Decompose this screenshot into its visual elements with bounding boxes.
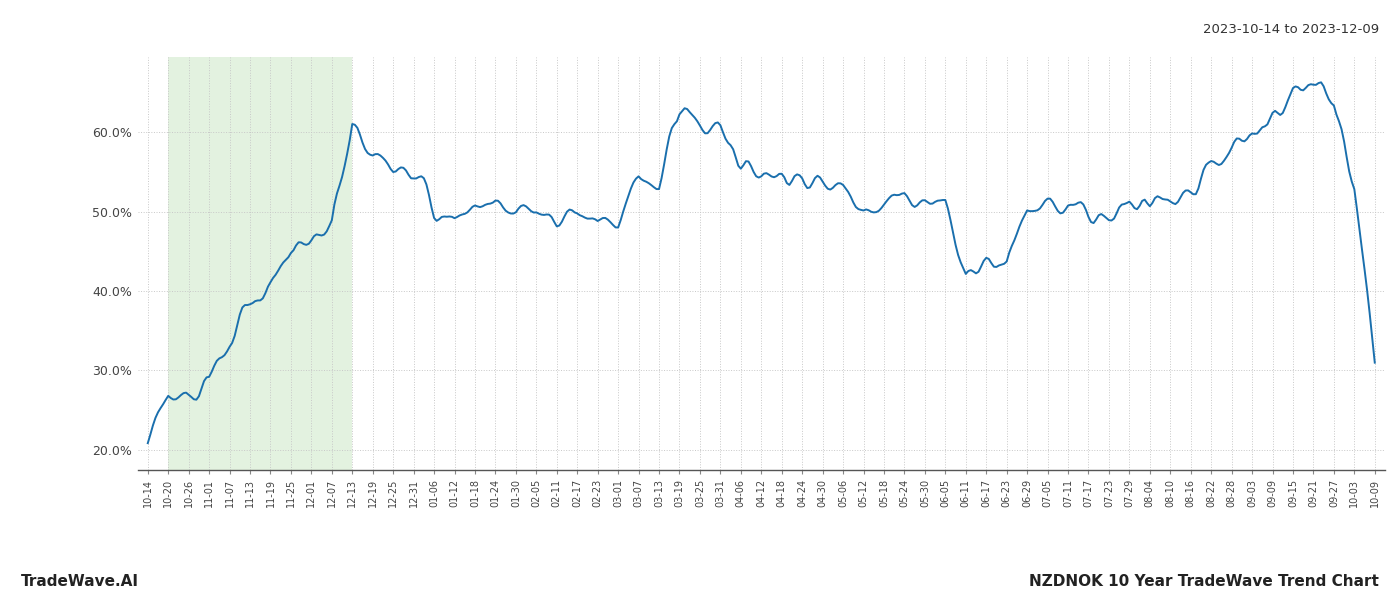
- Text: NZDNOK 10 Year TradeWave Trend Chart: NZDNOK 10 Year TradeWave Trend Chart: [1029, 574, 1379, 589]
- Text: 2023-10-14 to 2023-12-09: 2023-10-14 to 2023-12-09: [1203, 23, 1379, 36]
- Text: TradeWave.AI: TradeWave.AI: [21, 574, 139, 589]
- Bar: [168, 57, 353, 470]
